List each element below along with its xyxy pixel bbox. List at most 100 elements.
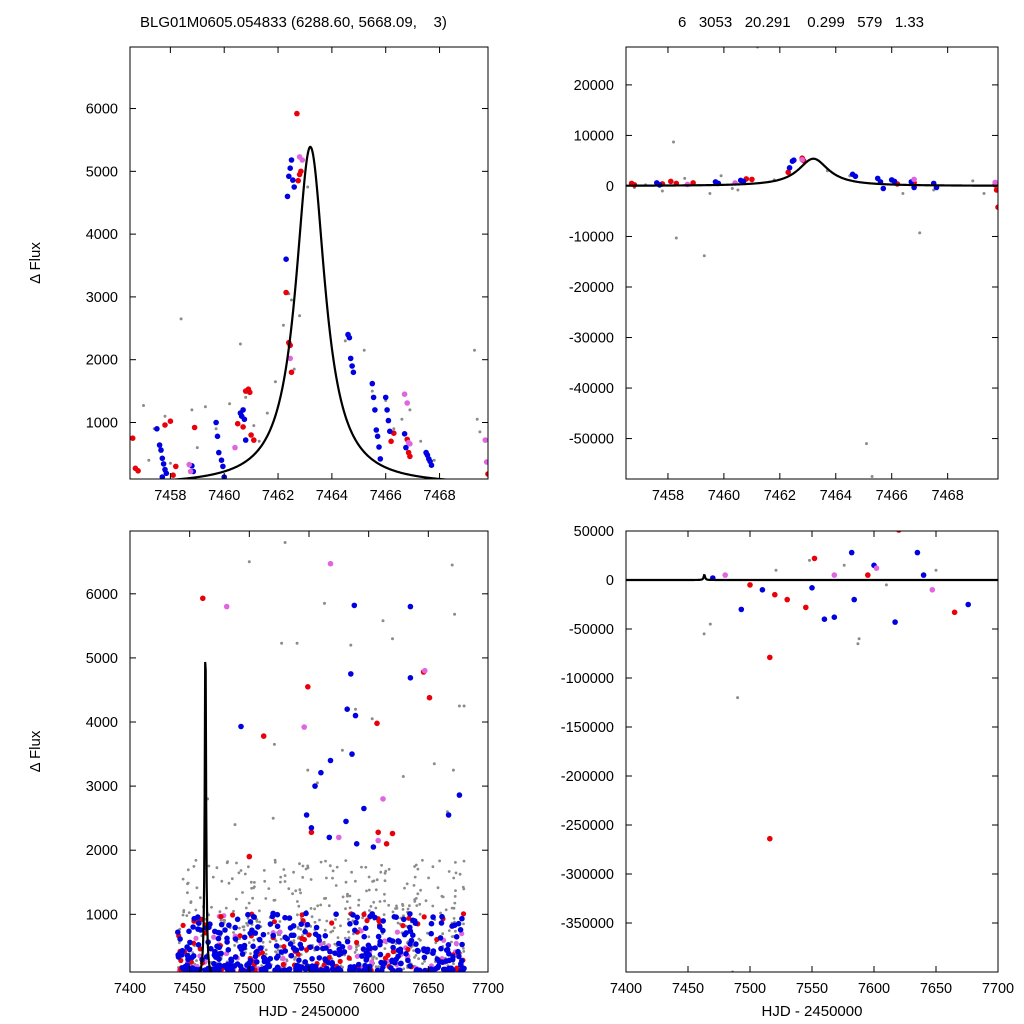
data-point-gray [451,768,455,772]
cloud-point-gray [296,900,299,903]
data-point-gray [736,188,740,192]
x-tick-label: 7450 [174,981,206,997]
cloud-point-gray [242,928,246,932]
cloud-point-gray [313,920,317,924]
data-point-blue [456,792,463,798]
panel-zoom-flux: 7458 7460 7462 7464 7466 7468 1000 2000 3000 4000… [27,46,489,504]
data-point-blue [349,751,355,757]
cloud-point-blue [356,967,362,972]
x-axis-label: HJD - 2450000 [259,1003,360,1020]
cloud-point-blue [225,947,232,953]
data-point-red [130,435,136,441]
data-point-gray [370,717,374,721]
data-point-red [951,609,958,616]
y-tick-label: 0 [606,573,614,589]
cloud-point-gray [447,870,451,873]
cloud-point-gray [283,880,287,883]
cloud-point-gray [384,869,388,873]
cloud-point-blue [232,936,239,942]
cloud-point-gray [439,911,442,915]
x-tick-label: 7466 [876,488,908,504]
cloud-point-gray [267,887,271,890]
data-point-blue [326,834,333,841]
cloud-point-gray [454,861,457,864]
x-tick-label: 7460 [208,488,240,504]
cloud-point-gray [264,897,268,900]
cloud-point-blue [459,941,465,948]
data-point-blue [809,585,815,591]
data-point-blue [220,463,226,470]
data-point-blue [370,394,377,401]
cloud-point-blue [459,915,465,922]
cloud-point-blue [273,943,280,949]
cloud-point-gray [287,887,291,891]
x-tick-label: 7600 [353,981,385,997]
y-tick-label: 5000 [86,164,118,180]
cloud-point-gray [374,888,378,892]
data-point-gray [273,380,277,384]
cloud-point-gray [293,958,296,961]
cloud-point-blue [359,953,365,959]
cloud-point-gray [177,941,181,945]
y-tick-label: -50000 [569,432,614,448]
cloud-point-blue [405,957,411,964]
cloud-point-gray [283,874,287,877]
cloud-point-gray [417,937,421,941]
cloud-point-blue [214,943,220,950]
cloud-point-gray [297,936,300,940]
data-point-gray [142,404,145,407]
data-point-blue [401,431,408,437]
data-point-blue [738,606,745,613]
cloud-point-blue [298,945,305,951]
cloud-point-gray [418,902,422,906]
data-point-gray [391,637,394,641]
cloud-point-blue [287,925,294,931]
cloud-point-red [390,949,396,955]
data-point-blue [240,407,246,413]
cloud-point-blue [303,910,309,917]
cloud-point-blue [239,966,245,972]
cloud-point-gray [374,906,378,910]
cloud-point-gray [189,900,193,903]
cloud-point-gray [247,941,251,945]
cloud-point-gray [438,859,441,863]
cloud-point-gray [344,880,348,884]
data-point-blue [286,173,292,180]
data-point-pink [799,156,805,163]
cloud-point-gray [345,894,349,898]
x-tick-label: 7450 [672,981,704,997]
cloud-point-gray [361,916,364,920]
cloud-point-gray [383,899,386,903]
data-point-gray [271,816,275,820]
cloud-point-blue [214,966,220,972]
data-point-red [173,463,179,470]
x-tick-label: 7466 [370,488,402,504]
cloud-point-gray [360,865,363,869]
cloud-point-gray [417,957,420,961]
cloud-point-gray [262,869,266,872]
cloud-point-gray [383,879,387,883]
data-point-gray [306,185,310,189]
x-axis-label: HJD - 2450000 [762,1003,863,1020]
cloud-point-gray [452,876,456,880]
data-point-pink [929,587,936,593]
cloud-point-blue [453,934,460,940]
cloud-point-gray [232,909,235,913]
data-point-gray [408,408,412,412]
cloud-point-blue [296,957,302,963]
cloud-point-gray [318,918,321,922]
x-tick-label: 7500 [233,981,265,997]
cloud-point-red [280,961,286,968]
data-point-blue [385,417,392,424]
data-point-gray [298,314,302,318]
cloud-point-gray [387,867,391,871]
cloud-point-gray [186,891,189,895]
data-point-blue [213,419,219,426]
cloud-point-blue [354,914,361,921]
cloud-point-gray [387,903,391,907]
cloud-point-red [337,958,343,965]
cloud-point-gray [458,872,462,876]
cloud-point-gray [355,948,358,952]
x-tick-label: 7400 [610,981,642,997]
data-point-blue [384,407,390,413]
